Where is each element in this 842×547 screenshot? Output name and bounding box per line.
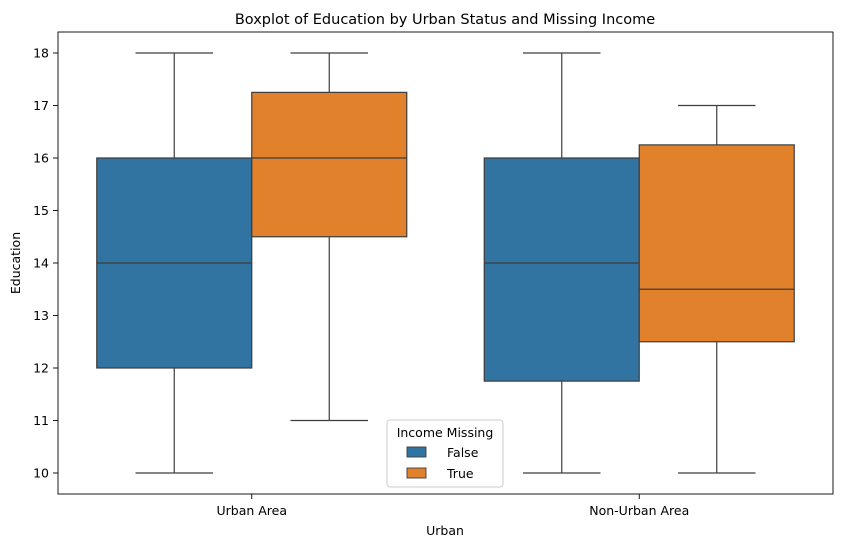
x-tick-label: Non-Urban Area bbox=[589, 503, 689, 518]
y-tick-label: 12 bbox=[33, 361, 49, 376]
y-tick-label: 16 bbox=[33, 151, 49, 166]
box-iqr bbox=[638, 144, 795, 343]
y-tick-label: 13 bbox=[33, 308, 49, 323]
axes: 10 11 12 13 14 15 16 17 18 Urban Area Non-Urban Ar… bbox=[33, 46, 689, 519]
x-axis-label: Urban bbox=[426, 523, 464, 538]
y-tick-label: 11 bbox=[33, 413, 49, 428]
y-tick-label: 17 bbox=[33, 98, 49, 113]
box-group-non-urban-area-false bbox=[483, 52, 640, 474]
box-group-urban-area-false bbox=[96, 52, 253, 474]
y-tick-label: 18 bbox=[33, 46, 49, 61]
legend-title: Income Missing bbox=[397, 425, 494, 440]
y-axis-label: Education bbox=[8, 232, 23, 294]
y-tick-label: 10 bbox=[33, 466, 49, 481]
legend-label-true: True bbox=[446, 466, 474, 481]
box-group-urban-area-true bbox=[251, 52, 408, 422]
legend-label-false: False bbox=[447, 445, 479, 460]
y-tick-label: 15 bbox=[33, 203, 49, 218]
y-tick-label: 14 bbox=[33, 256, 49, 271]
box-group-non-urban-area-true bbox=[638, 104, 795, 474]
legend-swatch-true bbox=[406, 467, 427, 479]
legend: Income Missing False True bbox=[386, 419, 504, 488]
box-iqr bbox=[251, 91, 408, 238]
x-tick-label: Urban Area bbox=[216, 503, 287, 518]
plot-area bbox=[96, 52, 795, 474]
legend-swatch-false bbox=[406, 446, 427, 458]
box-iqr bbox=[483, 157, 640, 382]
chart-title: Boxplot of Education by Urban Status and… bbox=[235, 12, 655, 28]
